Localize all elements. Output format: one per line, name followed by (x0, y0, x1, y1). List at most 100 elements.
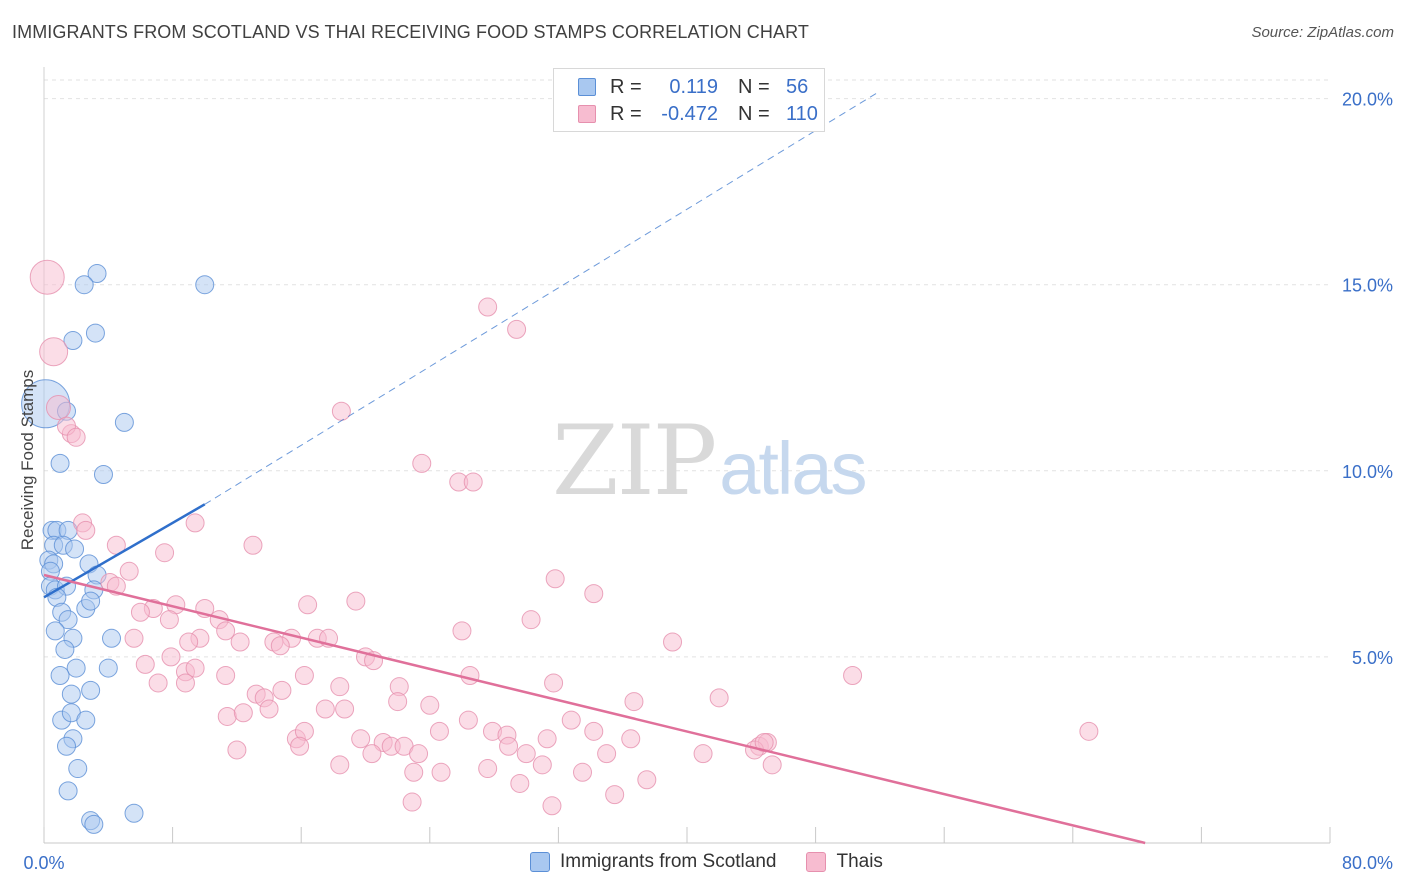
correlation-legend: R = 0.119 N = 56 R = -0.472 N = 110 (553, 68, 825, 132)
thai-point (584, 721, 604, 741)
scotland-point (76, 710, 96, 730)
thai-point (478, 297, 498, 317)
scotland-point (55, 639, 75, 659)
thai-point (272, 680, 292, 700)
y-tick-label: 10.0% (1342, 462, 1393, 482)
thai-point (637, 770, 657, 790)
thai-point (335, 699, 355, 719)
thai-point (243, 535, 263, 555)
scotland-point (50, 453, 70, 473)
legend-item-scotland[interactable]: Immigrants from Scotland (530, 851, 776, 873)
x-tick-label: 80.0% (1342, 853, 1393, 873)
x-tick-label: 0.0% (23, 853, 64, 873)
thai-point (185, 658, 205, 678)
thai-trend-line (43, 573, 1146, 845)
legend-item-thais[interactable]: Thais (806, 851, 883, 873)
thai-point (346, 591, 366, 611)
thai-point (362, 744, 382, 764)
thai-point (175, 673, 195, 693)
y-tick-label: 15.0% (1342, 276, 1393, 296)
legend-label: Thais (836, 851, 883, 872)
y-tick-label: 5.0% (1352, 648, 1393, 668)
y-tick-label: 20.0% (1342, 90, 1393, 110)
scotland-point (45, 621, 65, 641)
thai-point (155, 543, 175, 563)
thai-point (431, 762, 451, 782)
thai-point (1079, 721, 1099, 741)
thai-point (45, 395, 71, 421)
thai-point (584, 584, 604, 604)
thai-point (532, 755, 552, 775)
thai-point (39, 337, 69, 367)
thai-point (516, 744, 536, 764)
scotland-point (74, 275, 94, 295)
legend-label: Immigrants from Scotland (560, 851, 777, 872)
thai-point (270, 636, 290, 656)
scotland-point (114, 412, 134, 432)
r-value: 0.119 (669, 75, 718, 98)
scotland-point (63, 331, 83, 351)
thai-point (458, 710, 478, 730)
thai-point (351, 729, 371, 749)
thai-point (478, 759, 498, 779)
scotland-point (124, 803, 144, 823)
thai-point (294, 666, 314, 686)
chart-title: IMMIGRANTS FROM SCOTLAND VS THAI RECEIVI… (12, 22, 809, 42)
r-label: R = (610, 102, 642, 125)
n-value: 110 (786, 102, 818, 125)
thai-point (388, 692, 408, 712)
thais-swatch (806, 852, 827, 872)
thai-point (507, 319, 527, 339)
scotland-point (93, 465, 113, 485)
thai-point (217, 706, 237, 726)
scotland-point (58, 610, 78, 630)
thai-point (76, 520, 96, 540)
thai-point (402, 792, 422, 812)
thai-point (259, 699, 279, 719)
thai-point (452, 621, 472, 641)
thai-point (542, 796, 562, 816)
scotland-point (61, 684, 81, 704)
scotland-point (102, 628, 122, 648)
thai-point (693, 744, 713, 764)
scotland-point (81, 591, 101, 611)
r-value: -0.472 (661, 102, 718, 125)
thai-point (420, 695, 440, 715)
thai-point (230, 632, 250, 652)
thai-point (843, 666, 863, 686)
thai-point (148, 673, 168, 693)
thai-point (663, 632, 683, 652)
scotland-point (84, 814, 104, 834)
scotland-swatch (530, 852, 550, 872)
thai-point (135, 654, 155, 674)
legend-row-thais: R = -0.472 N = 110 (578, 102, 818, 126)
thai-point (216, 666, 236, 686)
thai-point (331, 401, 351, 421)
n-label: N = (738, 102, 770, 125)
thai-point (130, 602, 150, 622)
thai-point (544, 673, 564, 693)
scotland-point (57, 736, 77, 756)
thai-point (510, 773, 530, 793)
thai-point (605, 785, 625, 805)
thai-point (159, 610, 179, 630)
thai-point (216, 621, 236, 641)
thai-point (621, 729, 641, 749)
thai-point (330, 755, 350, 775)
thai-point (404, 762, 424, 782)
thai-point (119, 561, 139, 581)
series-legend: Immigrants from Scotland Thais (530, 851, 913, 873)
scotland-point (68, 759, 88, 779)
thai-point (66, 427, 86, 447)
thai-point (233, 703, 253, 723)
scotland-point (87, 264, 107, 284)
thai-point (290, 736, 310, 756)
thai-point (762, 755, 782, 775)
scotland-point (85, 323, 105, 343)
thai-point (124, 628, 144, 648)
n-label: N = (738, 75, 770, 98)
r-label: R = (610, 75, 642, 98)
thai-point (597, 744, 617, 764)
watermark: ZIPatlas (552, 405, 868, 517)
